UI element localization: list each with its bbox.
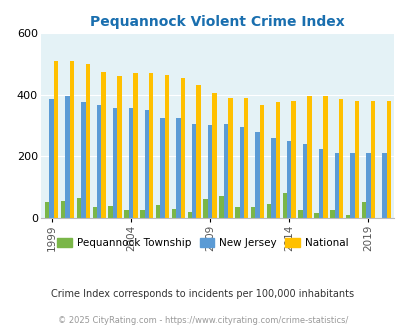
Legend: Pequannock Township, New Jersey, National: Pequannock Township, New Jersey, Nationa… <box>53 234 352 252</box>
Bar <box>282 193 286 218</box>
Bar <box>101 72 106 218</box>
Bar <box>133 73 137 218</box>
Bar <box>223 124 228 218</box>
Bar <box>45 202 49 218</box>
Bar <box>271 138 275 218</box>
Bar <box>113 109 117 218</box>
Text: © 2025 CityRating.com - https://www.cityrating.com/crime-statistics/: © 2025 CityRating.com - https://www.city… <box>58 315 347 325</box>
Bar <box>286 141 291 218</box>
Bar <box>354 101 358 218</box>
Bar <box>65 96 70 218</box>
Bar <box>234 207 239 218</box>
Bar <box>207 125 212 218</box>
Bar <box>212 93 216 218</box>
Bar <box>266 204 271 218</box>
Bar <box>144 110 149 218</box>
Bar <box>192 124 196 218</box>
Text: Crime Index corresponds to incidents per 100,000 inhabitants: Crime Index corresponds to incidents per… <box>51 289 354 299</box>
Bar <box>259 105 264 218</box>
Bar <box>228 98 232 218</box>
Bar <box>203 199 207 218</box>
Bar <box>250 207 255 218</box>
Bar <box>54 61 58 218</box>
Bar <box>370 101 374 218</box>
Bar <box>291 101 295 218</box>
Bar <box>243 98 248 218</box>
Bar <box>164 75 169 218</box>
Bar <box>196 85 200 218</box>
Bar <box>128 109 133 218</box>
Bar <box>81 102 85 218</box>
Bar <box>313 213 318 218</box>
Bar <box>49 99 54 218</box>
Bar <box>318 148 322 218</box>
Bar <box>239 127 243 218</box>
Bar <box>97 105 101 218</box>
Bar <box>77 198 81 218</box>
Bar <box>149 73 153 218</box>
Bar <box>108 206 113 218</box>
Bar <box>338 99 343 218</box>
Bar <box>307 96 311 218</box>
Bar <box>255 132 259 218</box>
Bar <box>171 209 176 218</box>
Bar <box>365 153 370 218</box>
Bar <box>345 215 350 218</box>
Bar <box>92 207 97 218</box>
Bar <box>180 78 185 218</box>
Bar <box>361 202 365 218</box>
Bar <box>117 76 121 218</box>
Bar <box>381 153 386 218</box>
Bar <box>334 153 338 218</box>
Title: Pequannock Violent Crime Index: Pequannock Violent Crime Index <box>90 15 344 29</box>
Bar <box>187 212 192 218</box>
Bar <box>322 96 327 218</box>
Bar <box>302 144 307 218</box>
Bar <box>140 210 144 218</box>
Bar <box>386 101 390 218</box>
Bar <box>85 64 90 218</box>
Bar <box>156 206 160 218</box>
Bar <box>61 201 65 218</box>
Bar <box>176 118 180 218</box>
Bar <box>219 196 223 218</box>
Bar <box>298 210 302 218</box>
Bar <box>124 210 128 218</box>
Bar <box>329 210 334 218</box>
Bar <box>70 61 74 218</box>
Bar <box>160 118 164 218</box>
Bar <box>350 153 354 218</box>
Bar <box>275 102 279 218</box>
